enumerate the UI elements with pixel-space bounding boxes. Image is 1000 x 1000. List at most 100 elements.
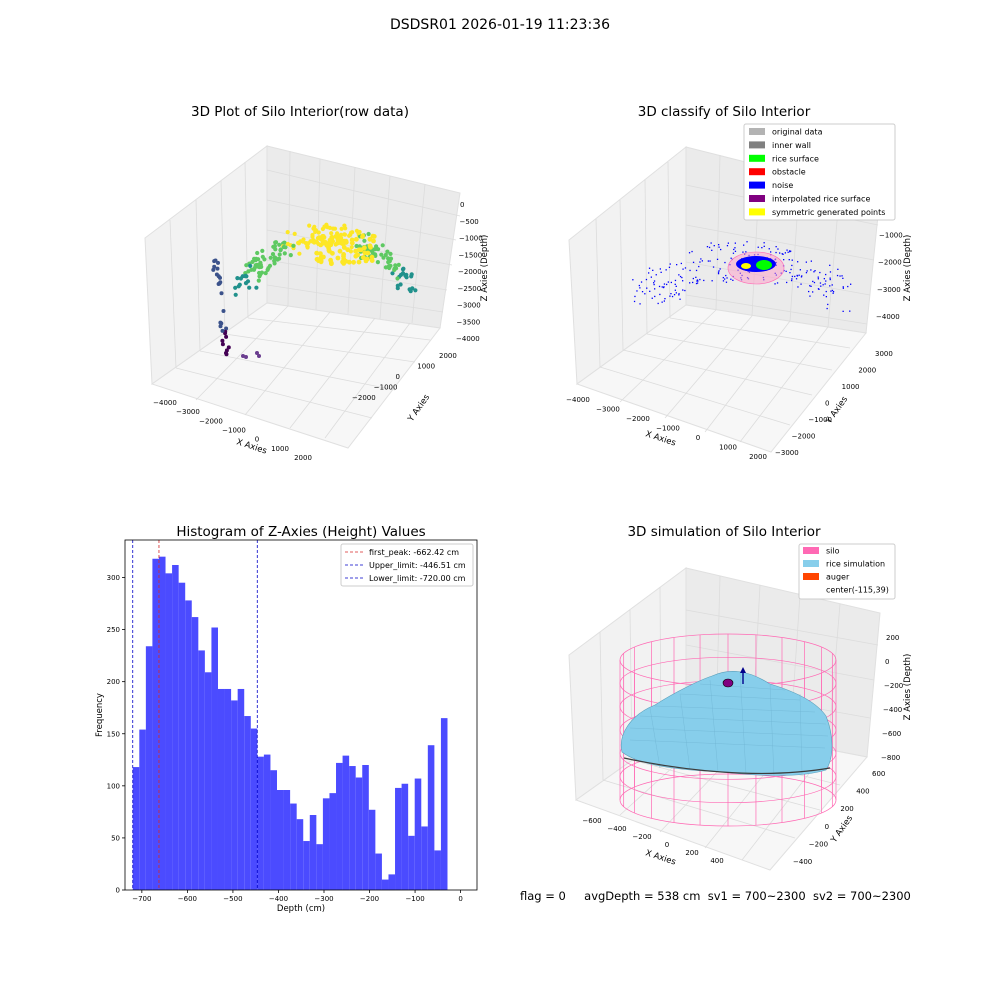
point (224, 326, 229, 331)
noise-point (799, 269, 801, 271)
noise-point (790, 250, 792, 252)
histogram-bar (211, 627, 218, 890)
point (400, 271, 406, 276)
point (354, 243, 359, 249)
y-tick-labels: −2000 −1000 0 1000 2000 (352, 352, 457, 402)
noise-point (817, 288, 820, 290)
point (345, 247, 351, 253)
point (356, 247, 362, 253)
noise-point (682, 280, 684, 282)
noise-point (823, 294, 825, 296)
noise-point (791, 259, 793, 261)
point (314, 239, 319, 245)
histogram-bar (309, 815, 317, 890)
x-tick-labels: −4000−3000−2000 −1000 0 1000 2000 (153, 399, 312, 462)
noise-point (806, 270, 808, 272)
noise-point (722, 277, 724, 279)
noise-point (667, 281, 669, 283)
noise-point (682, 289, 684, 291)
noise-point (841, 275, 843, 277)
noise-point (697, 280, 699, 282)
pane-floor (150, 302, 441, 449)
noise-point (787, 251, 789, 253)
noise-point (777, 248, 779, 250)
noise-point (789, 272, 791, 274)
point (220, 328, 225, 333)
noise-point (644, 293, 646, 295)
point (256, 278, 261, 283)
noise-point (813, 271, 815, 273)
point (313, 229, 318, 234)
noise-point (826, 307, 828, 310)
noise-point (700, 258, 702, 260)
point (314, 250, 320, 256)
point (349, 230, 354, 235)
sv2-value: sv2 = 700~2300 (812, 889, 911, 903)
noise-point (684, 289, 686, 292)
noise-point (829, 264, 831, 266)
noise-point (825, 280, 827, 282)
point (341, 252, 346, 257)
histogram-bar (139, 729, 146, 890)
x-tick-label: −4000 (566, 396, 590, 404)
histogram-title: Histogram of Z-Axies (Height) Values (176, 524, 425, 540)
x-tick-label: 400 (710, 857, 723, 865)
noise-point (829, 277, 831, 279)
x-tick-label: −700 (132, 895, 151, 903)
histogram-bar (427, 745, 435, 890)
histogram-bar (217, 688, 225, 890)
point (233, 292, 238, 297)
noise-point (663, 283, 666, 285)
noise-point (720, 248, 722, 251)
noise-point (727, 242, 729, 244)
rice-surface-cluster (756, 260, 772, 270)
noise-point (775, 251, 777, 254)
noise-point (789, 251, 791, 253)
noise-point (786, 249, 788, 251)
noise-point (719, 268, 721, 270)
legend-label: auger (826, 573, 850, 582)
point (328, 257, 333, 263)
x-tick-label: −200 (360, 895, 379, 903)
noise-point (783, 259, 785, 261)
point (347, 233, 352, 238)
noise-point (791, 279, 793, 282)
noise-point (688, 252, 691, 254)
x-axis-label: X Axies (644, 848, 677, 867)
panel-raw-3d: 3D Plot of Silo Interior(row data) −4000… (144, 104, 490, 462)
noise-point (654, 288, 656, 290)
point (396, 262, 401, 267)
plot-frame (124, 539, 478, 891)
point (337, 248, 343, 254)
z-axis-label: Z Axies (Depth) (480, 235, 490, 302)
x-tick-label: −600 (582, 817, 601, 825)
histogram-bar (191, 617, 199, 890)
point (257, 354, 261, 358)
point (306, 241, 311, 246)
noise-point (786, 281, 788, 284)
point (237, 282, 242, 287)
noise-point (797, 261, 799, 263)
point (340, 259, 345, 265)
noise-point (718, 246, 720, 248)
point (216, 274, 221, 279)
histogram-bars (132, 556, 448, 891)
point (367, 236, 373, 242)
z-tick-label: −2500 (458, 285, 482, 293)
noise-point (770, 251, 772, 253)
noise-point (819, 282, 822, 284)
z-tick-label: −2000 (878, 259, 902, 267)
histogram-bar (283, 790, 291, 890)
legend-label: original data (772, 128, 823, 137)
point (257, 274, 262, 279)
y-tick-label: 1000 (842, 383, 860, 391)
noise-point (810, 260, 812, 262)
noise-point (710, 242, 712, 244)
histogram-bar (434, 850, 441, 890)
histogram-bar (303, 841, 310, 890)
noise-point (805, 272, 808, 274)
point (346, 259, 352, 265)
y-tick-label: −2000 (352, 394, 376, 402)
noise-point (689, 282, 691, 284)
